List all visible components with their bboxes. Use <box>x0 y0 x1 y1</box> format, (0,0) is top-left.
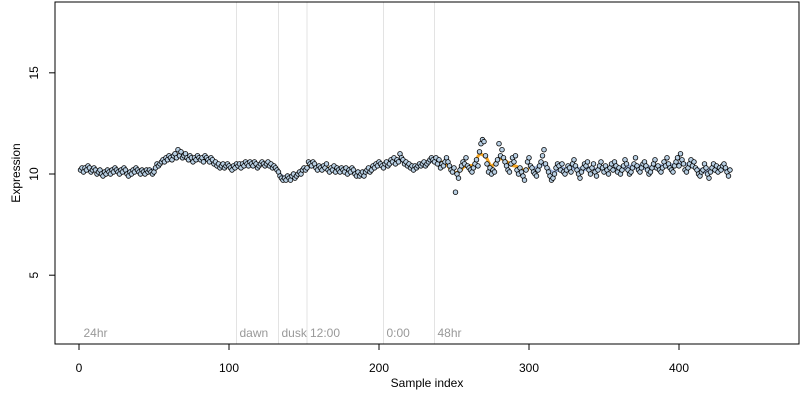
region-label: 12:00 <box>310 326 340 340</box>
data-point <box>455 175 462 181</box>
data-point <box>323 161 330 167</box>
data-point <box>496 140 502 147</box>
x-tick-label: 400 <box>669 361 689 375</box>
data-point <box>664 155 670 161</box>
data-point <box>538 159 544 165</box>
y-tick-label: 15 <box>27 66 41 80</box>
data-point <box>521 177 528 183</box>
x-tick-label: 200 <box>369 361 389 375</box>
data-point <box>482 153 489 159</box>
x-axis-title: Sample index <box>391 376 464 390</box>
data-point <box>568 169 574 175</box>
data-point <box>178 149 184 155</box>
data-point <box>703 165 709 171</box>
data-point <box>593 173 600 179</box>
data-point <box>590 161 597 167</box>
data-point <box>512 153 519 159</box>
region-label: 0:00 <box>387 326 411 340</box>
data-point <box>598 159 604 165</box>
data-point <box>452 189 459 195</box>
y-tick-label: 5 <box>27 272 41 279</box>
y-tick-label: 10 <box>27 167 41 181</box>
data-point <box>475 163 481 169</box>
region-label: dawn <box>240 326 269 340</box>
data-point <box>559 161 565 167</box>
x-tick-label: 0 <box>76 361 83 375</box>
data-point <box>506 169 513 175</box>
x-axis: 0 100 200 300 400 <box>76 343 689 375</box>
region-lines <box>236 2 435 344</box>
data-point <box>494 157 501 163</box>
data-point <box>526 155 532 161</box>
data-point <box>652 157 658 163</box>
data-point <box>499 146 505 153</box>
data-point <box>463 155 469 161</box>
data-point <box>200 159 207 165</box>
data-point <box>541 146 547 153</box>
region-labels: 24hr dawn dusk 12:00 0:00 48hr <box>84 326 462 340</box>
x-tick-label: 300 <box>519 361 539 375</box>
data-point <box>670 169 676 175</box>
x-tick-label: 100 <box>219 361 239 375</box>
data-point <box>539 153 546 159</box>
data-point <box>571 157 577 163</box>
data-point <box>623 161 630 167</box>
region-label: 24hr <box>84 326 108 340</box>
data-point <box>727 167 733 173</box>
data-point <box>436 157 442 163</box>
data-point <box>584 159 591 165</box>
data-point <box>632 155 639 161</box>
data-points <box>77 136 733 195</box>
region-label: 48hr <box>438 326 462 340</box>
y-axis-title: Expression <box>9 143 23 202</box>
data-point <box>691 159 697 165</box>
data-point <box>680 161 687 167</box>
data-point <box>476 149 483 155</box>
data-point <box>587 171 594 177</box>
data-point <box>481 138 487 145</box>
data-point <box>610 167 616 173</box>
data-point <box>523 167 529 173</box>
y-axis: 5 10 15 <box>27 66 56 279</box>
data-point <box>473 157 480 163</box>
region-label: dusk <box>282 326 308 340</box>
data-point <box>551 171 558 177</box>
data-point <box>577 175 583 181</box>
data-point <box>451 165 457 171</box>
data-point <box>491 169 498 175</box>
data-point <box>725 173 732 179</box>
data-point <box>706 175 712 181</box>
data-point <box>484 161 490 167</box>
data-point <box>674 155 681 161</box>
data-point <box>533 173 540 179</box>
data-point <box>395 159 402 165</box>
data-point <box>511 159 517 165</box>
data-point <box>304 165 310 171</box>
data-point <box>605 171 612 177</box>
data-point <box>677 151 684 157</box>
data-point <box>676 163 682 169</box>
